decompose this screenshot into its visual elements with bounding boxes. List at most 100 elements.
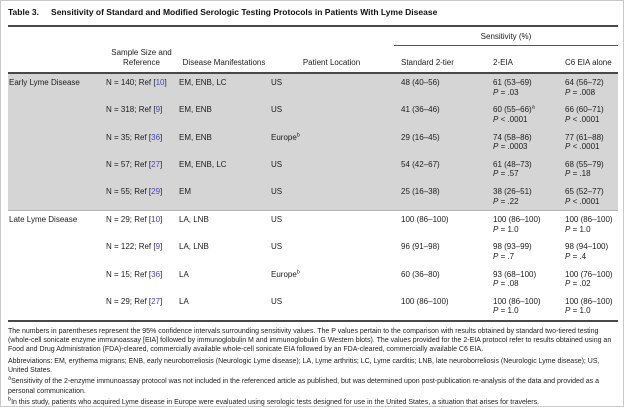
2eia-value: 98 (93–99)	[493, 242, 532, 252]
c6-eia-cell: 100 (76–100) P = .02	[558, 266, 618, 293]
2eia-value: 100 (86–100)	[493, 215, 541, 225]
sample-text: N = 318; Ref [	[106, 105, 156, 115]
c6-value: 66 (60–71)	[565, 105, 604, 115]
reference-link[interactable]: 27	[151, 296, 161, 306]
reference-link[interactable]: 10	[151, 215, 161, 225]
table-row: N = 35; Ref [36] EM, ENB Europeb 29 (16–…	[8, 128, 619, 156]
c6-eia-cell: 100 (86–100) P = 1.0	[558, 293, 618, 321]
sample-text-close: ]	[160, 105, 163, 115]
reference-link[interactable]: 36	[151, 132, 161, 142]
standard-2tier-cell: 96 (91–98)	[401, 242, 440, 252]
section-label	[8, 238, 106, 265]
column-header-c6-eia: C6 EIA alone	[558, 45, 619, 75]
2eia-value: 60 (55–66)	[493, 105, 532, 115]
2eia-value: 100 (86–100)	[493, 296, 541, 306]
c6-eia-cell: 98 (94–100) P = .4	[558, 238, 618, 265]
2eia-pvalue: P = .0003	[493, 142, 528, 152]
sample-text-close: ]	[160, 159, 163, 169]
column-header-manifestations: Disease Manifestations	[179, 45, 271, 75]
c6-value: 98 (94–100)	[565, 242, 609, 252]
patient-location-cell: US	[271, 155, 394, 184]
c6-value: 100 (76–100)	[565, 269, 613, 279]
c6-pvalue: P = .4	[565, 252, 587, 261]
footnote-b: bIn this study, patients who acquired Ly…	[8, 397, 616, 406]
c6-eia-cell: 77 (61–88) P < .0001	[558, 128, 619, 156]
c6-pvalue: P < .0001	[565, 115, 600, 125]
table-row: N = 55; Ref [29] EM US 25 (16–38) 38 (26…	[8, 183, 619, 211]
2eia-cell: 61 (48–73) P = .57	[486, 155, 558, 184]
patient-location-cell: US	[271, 183, 394, 211]
c6-eia-cell: 66 (60–71) P < .0001	[558, 101, 619, 129]
sample-text: N = 15; Ref [	[106, 269, 152, 279]
footnote-general: The numbers in parentheses represent the…	[8, 327, 612, 354]
reference-link[interactable]: 10	[155, 78, 165, 88]
2eia-cell: 93 (68–100) P = .08	[486, 266, 558, 293]
2eia-value: 61 (53–69)	[493, 78, 532, 88]
disease-manifestations-cell: LA	[179, 296, 189, 306]
sample-text-close: ]	[160, 296, 163, 306]
patient-location-cell: US	[271, 293, 394, 321]
patient-location-cell: Europeb	[271, 128, 394, 156]
disease-manifestations-cell: LA	[179, 269, 189, 279]
section-label	[8, 128, 106, 156]
sample-size-cell: N = 55; Ref [29]	[106, 183, 179, 211]
reference-link[interactable]: 27	[151, 159, 161, 169]
c6-pvalue: P < .0001	[565, 196, 600, 206]
data-table: Sensitivity (%) Sample Size and Referenc…	[8, 25, 619, 322]
location-text: US	[271, 105, 283, 115]
2eia-value: 74 (58–86)	[493, 132, 532, 142]
table-row: Late Lyme Disease N = 29; Ref [10] LA, L…	[8, 210, 619, 239]
footnote-a-text: Sensitivity of the 2-enzyme immunoassay …	[8, 378, 600, 395]
column-header-sample: Sample Size and Reference	[106, 45, 179, 75]
c6-pvalue: P < .0001	[565, 142, 600, 152]
sample-text-close: ]	[164, 78, 167, 88]
disease-manifestations-cell: EM	[179, 183, 271, 211]
c6-value: 77 (61–88)	[565, 132, 604, 142]
2eia-cell: 100 (86–100) P = 1.0	[486, 210, 558, 239]
c6-value: 65 (52–77)	[565, 187, 604, 197]
standard-2tier-cell: 100 (86–100)	[394, 210, 486, 239]
footnote-marker: b	[296, 132, 300, 138]
patient-location-cell: Europeb	[271, 266, 394, 293]
disease-manifestations-cell: EM, ENB, LC	[179, 155, 271, 184]
section-label	[8, 266, 106, 293]
sample-text: N = 55; Ref [	[106, 187, 152, 197]
location-text: US	[271, 215, 283, 225]
2eia-value: 38 (26–51)	[493, 187, 532, 197]
sample-text: N = 29; Ref [	[106, 296, 152, 306]
c6-pvalue: P = 1.0	[565, 306, 591, 316]
section-label: Early Lyme Disease	[8, 73, 106, 102]
table-footnotes: The numbers in parentheses represent the…	[8, 327, 616, 406]
disease-manifestations-cell: EM, ENB, LC	[179, 73, 271, 102]
table-row: N = 57; Ref [27] EM, ENB, LC US 54 (42–6…	[8, 155, 619, 184]
section-label	[8, 183, 106, 211]
standard-2tier-cell: 100 (86–100)	[401, 296, 449, 306]
location-text: Europe	[271, 132, 297, 142]
column-header-2eia: 2-EIA	[486, 45, 558, 75]
sample-text: N = 140; Ref [	[106, 78, 156, 88]
standard-2tier-cell: 54 (42–67)	[394, 155, 486, 184]
column-header-standard-2tier: Standard 2-tier	[394, 45, 486, 75]
c6-pvalue: P = .008	[565, 87, 596, 97]
2eia-pvalue: P < .0001	[493, 115, 528, 125]
disease-manifestations-cell: LA, LNB	[179, 242, 209, 252]
2eia-pvalue: P = .22	[493, 196, 519, 206]
section-label	[8, 155, 106, 184]
standard-2tier-cell: 41 (36–46)	[394, 101, 486, 129]
table-row: Early Lyme Disease N = 140; Ref [10] EM,…	[8, 73, 619, 102]
location-text: US	[271, 296, 283, 306]
patient-location-cell: US	[271, 210, 394, 239]
footnote-a: aSensitivity of the 2-enzyme immunoassay…	[8, 376, 616, 395]
reference-link[interactable]: 9	[155, 105, 161, 115]
sample-text: N = 35; Ref [	[106, 132, 152, 142]
reference-link[interactable]: 29	[151, 187, 161, 197]
reference-link[interactable]: 36	[151, 269, 161, 279]
2eia-cell: 74 (58–86) P = .0003	[486, 128, 558, 156]
reference-link[interactable]: 9	[155, 242, 161, 252]
sample-text: N = 122; Ref [	[106, 242, 156, 252]
2eia-pvalue: P = .57	[493, 169, 519, 179]
sample-text-close: ]	[160, 269, 163, 279]
c6-eia-cell: 100 (86–100) P = 1.0	[558, 210, 619, 239]
patient-location-cell: US	[271, 238, 394, 265]
table-title: Table 3. Sensitivity of Standard and Modi…	[8, 7, 616, 17]
